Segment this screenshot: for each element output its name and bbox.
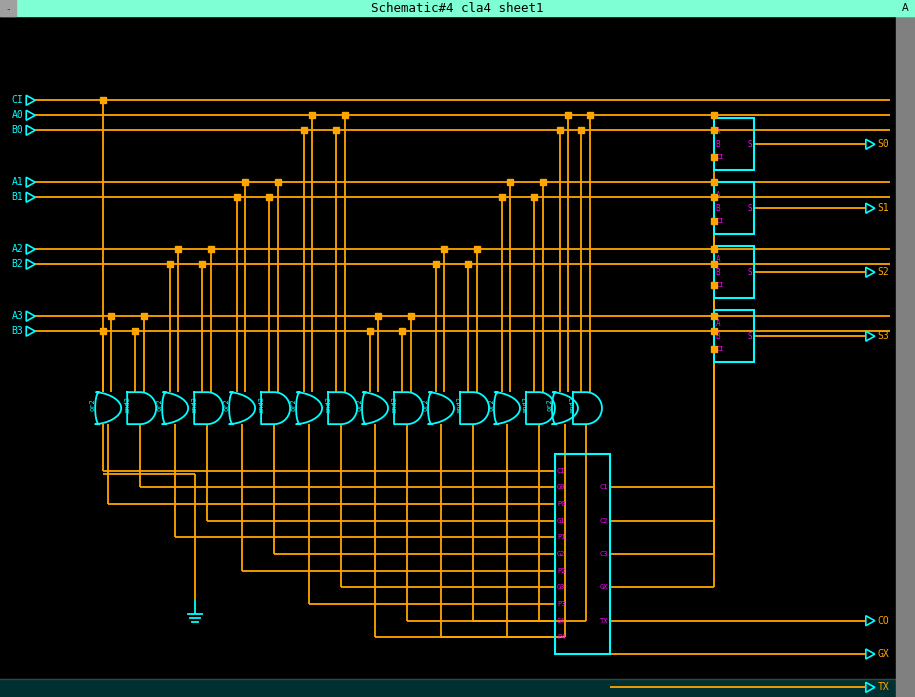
Text: B1: B1 <box>12 192 23 202</box>
Text: C2: C2 <box>599 518 608 523</box>
Text: CI: CI <box>716 218 725 224</box>
Text: A: A <box>901 3 908 13</box>
Text: and2: and2 <box>457 397 463 413</box>
Text: A0: A0 <box>12 110 23 121</box>
Text: A: A <box>716 127 720 136</box>
Text: A3: A3 <box>12 311 23 321</box>
Text: and2: and2 <box>191 397 197 413</box>
Text: G4: G4 <box>557 618 565 624</box>
Text: or2: or2 <box>223 399 230 411</box>
Bar <box>714 246 754 298</box>
Text: A2: A2 <box>12 244 23 254</box>
Text: B0: B0 <box>12 125 23 135</box>
Text: A: A <box>716 191 720 200</box>
Text: S: S <box>748 140 752 148</box>
Bar <box>714 310 754 362</box>
Text: ..: .. <box>6 6 10 11</box>
Text: S: S <box>748 332 752 341</box>
Text: CI: CI <box>716 346 725 352</box>
Text: A1: A1 <box>12 177 23 187</box>
Text: or2: or2 <box>546 399 553 411</box>
Text: B2: B2 <box>12 259 23 269</box>
Bar <box>0 0 16 16</box>
Text: and2: and2 <box>570 397 576 413</box>
Text: CI: CI <box>557 468 565 474</box>
Text: S2: S2 <box>877 267 889 277</box>
Text: and2: and2 <box>523 397 529 413</box>
Text: S: S <box>748 268 752 277</box>
Text: B3: B3 <box>12 326 23 336</box>
Text: and2: and2 <box>258 397 264 413</box>
Text: B: B <box>716 332 720 341</box>
Text: S3: S3 <box>877 331 889 341</box>
Text: TX: TX <box>599 618 608 624</box>
Bar <box>714 118 754 170</box>
Text: G1: G1 <box>557 518 565 523</box>
Bar <box>896 0 915 697</box>
Bar <box>555 454 610 654</box>
Text: GX: GX <box>599 584 608 590</box>
Text: P1: P1 <box>557 535 565 540</box>
Bar <box>896 0 915 16</box>
Text: TX: TX <box>877 682 889 692</box>
Text: or2: or2 <box>357 399 362 411</box>
Text: S: S <box>748 204 752 213</box>
Text: CO: CO <box>877 615 889 626</box>
Text: G3: G3 <box>557 584 565 590</box>
Text: B: B <box>716 204 720 213</box>
Text: B: B <box>716 140 720 148</box>
Text: S0: S0 <box>877 139 889 149</box>
Text: A: A <box>716 254 720 263</box>
Text: and2: and2 <box>124 397 130 413</box>
Text: or2: or2 <box>290 399 296 411</box>
Text: S1: S1 <box>877 204 889 213</box>
Text: or2: or2 <box>423 399 428 411</box>
Text: C1: C1 <box>599 484 608 491</box>
Text: G2: G2 <box>557 551 565 557</box>
Text: B: B <box>716 268 720 277</box>
Text: GX: GX <box>877 649 889 659</box>
Text: and2: and2 <box>391 397 397 413</box>
Text: CI: CI <box>12 95 23 105</box>
Text: P0: P0 <box>557 501 565 507</box>
Text: CI: CI <box>716 282 725 288</box>
Text: C3: C3 <box>599 551 608 557</box>
Text: G0: G0 <box>557 484 565 491</box>
Text: or2: or2 <box>90 399 95 411</box>
Bar <box>0 0 915 16</box>
Bar <box>0 679 896 697</box>
Text: and2: and2 <box>325 397 331 413</box>
Text: A: A <box>716 319 720 328</box>
Text: or2: or2 <box>489 399 494 411</box>
Text: or2: or2 <box>156 399 163 411</box>
Bar <box>714 182 754 234</box>
Text: P2: P2 <box>557 568 565 574</box>
Text: P3: P3 <box>557 601 565 607</box>
Text: CI: CI <box>716 154 725 160</box>
Text: Schematic#4 cla4 sheet1: Schematic#4 cla4 sheet1 <box>371 2 544 15</box>
Text: P4: P4 <box>557 634 565 641</box>
